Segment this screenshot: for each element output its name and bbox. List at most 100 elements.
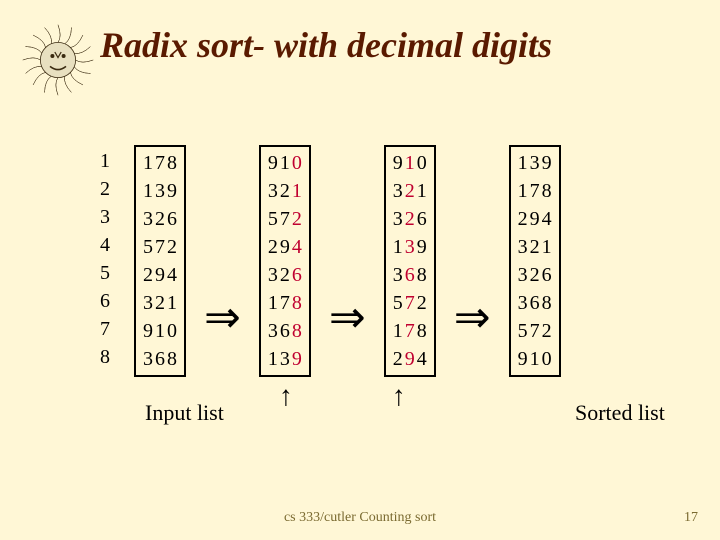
digit: 3	[154, 177, 166, 205]
number-row: 139	[267, 345, 303, 373]
digit: 8	[416, 317, 428, 345]
digit: 1	[279, 149, 291, 177]
digit: 8	[541, 177, 553, 205]
number-column: 139178294321326368572910	[509, 145, 561, 377]
index-value: 1	[100, 147, 116, 175]
index-value: 3	[100, 203, 116, 231]
digit: 9	[267, 149, 279, 177]
number-row: 321	[517, 233, 553, 261]
number-list: 910321326139368572178294	[384, 145, 436, 377]
digit: 3	[142, 205, 154, 233]
digit: 3	[279, 345, 291, 373]
digit: 1	[291, 177, 303, 205]
number-list: 178139326572294321910368	[134, 145, 186, 377]
number-row: 321	[267, 177, 303, 205]
digit: 3	[142, 289, 154, 317]
digit: 9	[279, 233, 291, 261]
digit: 6	[154, 345, 166, 373]
number-row: 294	[517, 205, 553, 233]
index-column: 12345678	[100, 145, 116, 371]
digit: 7	[154, 233, 166, 261]
digit: 6	[279, 317, 291, 345]
index-value: 5	[100, 259, 116, 287]
digit: 1	[142, 149, 154, 177]
digit: 7	[404, 317, 416, 345]
digit: 2	[166, 233, 178, 261]
digit: 1	[529, 345, 541, 373]
number-row: 178	[392, 317, 428, 345]
number-row: 321	[142, 289, 178, 317]
digit: 8	[416, 261, 428, 289]
digit: 1	[142, 177, 154, 205]
number-row: 326	[517, 261, 553, 289]
digit: 1	[517, 149, 529, 177]
digit: 1	[517, 177, 529, 205]
digit: 6	[529, 289, 541, 317]
number-row: 294	[267, 233, 303, 261]
number-list: 910321572294326178368139	[259, 145, 311, 377]
digit: 2	[529, 261, 541, 289]
input-label: Input list	[145, 400, 224, 426]
number-row: 294	[142, 261, 178, 289]
digit: 2	[267, 233, 279, 261]
digit: 3	[267, 317, 279, 345]
sorted-label: Sorted list	[575, 400, 665, 426]
digit: 3	[404, 233, 416, 261]
digit: 9	[404, 345, 416, 373]
digit: 2	[279, 177, 291, 205]
number-row: 368	[267, 317, 303, 345]
digit: 0	[291, 149, 303, 177]
digit: 0	[416, 149, 428, 177]
digit: 6	[416, 205, 428, 233]
digit: 5	[392, 289, 404, 317]
digit: 7	[404, 289, 416, 317]
digit: 5	[267, 205, 279, 233]
number-row: 178	[142, 149, 178, 177]
slide-title: Radix sort- with decimal digits	[100, 24, 690, 66]
digit: 1	[267, 289, 279, 317]
digit: 3	[392, 205, 404, 233]
number-row: 178	[267, 289, 303, 317]
number-row: 910	[142, 317, 178, 345]
digit: 6	[166, 205, 178, 233]
number-row: 326	[142, 205, 178, 233]
number-row: 326	[267, 261, 303, 289]
digit: 8	[291, 317, 303, 345]
digit: 5	[517, 317, 529, 345]
index-value: 4	[100, 231, 116, 259]
digit: 3	[517, 261, 529, 289]
digit: 1	[166, 289, 178, 317]
number-row: 294	[392, 345, 428, 373]
number-row: 139	[142, 177, 178, 205]
digit: 9	[541, 149, 553, 177]
digit: 6	[291, 261, 303, 289]
digit: 2	[517, 205, 529, 233]
digit: 1	[541, 233, 553, 261]
page-number: 17	[684, 510, 698, 526]
number-row: 139	[392, 233, 428, 261]
digit: 1	[392, 317, 404, 345]
number-row: 910	[267, 149, 303, 177]
number-row: 572	[267, 205, 303, 233]
digit: 9	[416, 233, 428, 261]
digit: 2	[279, 261, 291, 289]
digit: 9	[517, 345, 529, 373]
digit: 8	[291, 289, 303, 317]
digit: 7	[279, 205, 291, 233]
digit: 9	[166, 177, 178, 205]
number-row: 572	[142, 233, 178, 261]
digit: 9	[291, 345, 303, 373]
digit: 2	[404, 177, 416, 205]
digit: 8	[166, 345, 178, 373]
number-row: 139	[517, 149, 553, 177]
number-column: 910321326139368572178294↑	[384, 145, 436, 411]
digit: 1	[154, 317, 166, 345]
digit: 4	[166, 261, 178, 289]
index-value: 6	[100, 287, 116, 315]
sun-icon	[18, 20, 98, 100]
digit: 2	[541, 317, 553, 345]
digit: 8	[166, 149, 178, 177]
digit: 7	[154, 149, 166, 177]
digit: 6	[541, 261, 553, 289]
digit: 2	[154, 289, 166, 317]
